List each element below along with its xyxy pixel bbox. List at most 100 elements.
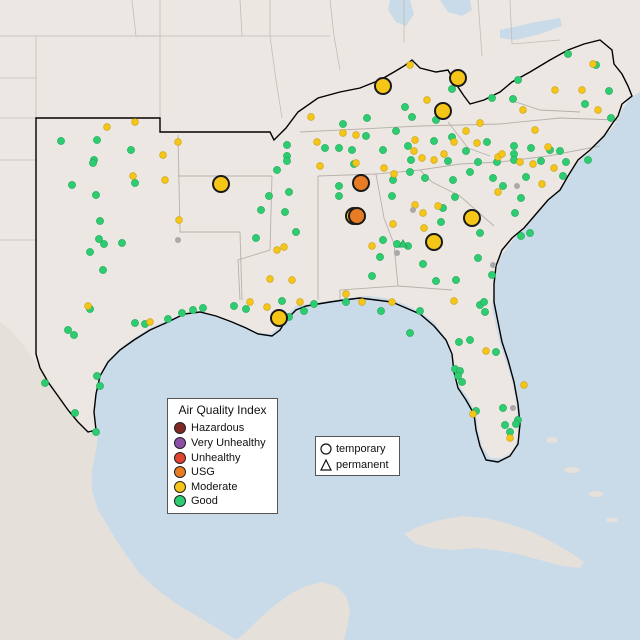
legend-label: permanent [336, 459, 389, 471]
good-site [99, 266, 107, 274]
good-site [71, 409, 79, 417]
legend-label: USG [191, 466, 215, 478]
good-site [407, 156, 415, 164]
legend-item-hazardous: Hazardous [174, 421, 244, 435]
good-site [509, 95, 517, 103]
moderate-site [146, 318, 154, 326]
good-site [257, 206, 265, 214]
good-site [93, 136, 101, 144]
moderate-site [410, 147, 418, 155]
moderate-site [419, 209, 427, 217]
good-site [321, 144, 329, 152]
legend-label: temporary [336, 443, 386, 455]
good-site [449, 176, 457, 184]
good-site [92, 428, 100, 436]
moderate-site [434, 202, 442, 210]
temporary-monitor-marker[interactable] [449, 69, 467, 87]
legend-item-good: Good [174, 494, 218, 508]
moderate-site [594, 106, 602, 114]
good-site [607, 114, 615, 122]
moderate-site [440, 150, 448, 158]
good-site [499, 404, 507, 412]
temporary-monitor-marker[interactable] [270, 309, 288, 327]
moderate-site [462, 127, 470, 135]
temporary-monitor-marker[interactable] [352, 174, 370, 192]
good-site [64, 326, 72, 334]
good-site [556, 147, 564, 155]
moderate-site [506, 434, 514, 442]
moderate-site [161, 176, 169, 184]
good-site [265, 192, 273, 200]
legend-label: Good [191, 495, 218, 507]
good-site [527, 144, 535, 152]
good-site [368, 272, 376, 280]
moderate-site [411, 136, 419, 144]
good-site [474, 254, 482, 262]
good-site [462, 147, 470, 155]
large-monitor-markers[interactable] [212, 69, 481, 327]
moderate-site [589, 60, 597, 68]
good-site [437, 218, 445, 226]
legend-label: Unhealthy [191, 452, 241, 464]
good-site [57, 137, 65, 145]
good-site [564, 50, 572, 58]
no-data-site [175, 237, 181, 243]
triangle-icon [320, 459, 332, 471]
good-site [483, 138, 491, 146]
good-site [285, 188, 293, 196]
temporary-monitor-marker[interactable] [348, 207, 366, 225]
moderate-site [516, 158, 524, 166]
no-data-site [514, 183, 520, 189]
good-site [273, 166, 281, 174]
good-site [489, 174, 497, 182]
good-site [584, 156, 592, 164]
good-site [454, 372, 462, 380]
good-site [537, 157, 545, 165]
good-swatch-icon [174, 495, 186, 507]
moderate-site [388, 298, 396, 306]
good-site [292, 228, 300, 236]
good-site [278, 297, 286, 305]
moderate-site [520, 381, 528, 389]
good-site [432, 277, 440, 285]
legend-item-moderate: Moderate [174, 480, 237, 494]
moderate-site [174, 138, 182, 146]
temporary-monitor-marker[interactable] [463, 209, 481, 227]
good-site [448, 85, 456, 93]
temporary-monitor-marker[interactable] [425, 233, 443, 251]
good-site [404, 142, 412, 150]
hazardous-swatch-icon [174, 422, 186, 434]
good-site [421, 174, 429, 182]
moderate-site [544, 143, 552, 151]
moderate-swatch-icon [174, 481, 186, 493]
good-site [522, 173, 530, 181]
good-site [93, 372, 101, 380]
good-site [581, 100, 589, 108]
legend-item-unhealthy: Unhealthy [174, 451, 241, 465]
moderate-site [266, 275, 274, 283]
good-site [178, 309, 186, 317]
good-site [199, 304, 207, 312]
good-site [118, 239, 126, 247]
good-site [230, 302, 238, 310]
good-site [444, 157, 452, 165]
temporary-monitor-marker[interactable] [212, 175, 230, 193]
temporary-monitor-marker[interactable] [374, 77, 392, 95]
good-site [455, 338, 463, 346]
moderate-site [263, 303, 271, 311]
temporary-monitor-marker[interactable] [434, 102, 452, 120]
good-site [96, 382, 104, 390]
good-site [392, 127, 400, 135]
good-site [363, 114, 371, 122]
moderate-site [159, 151, 167, 159]
moderate-site [246, 298, 254, 306]
good-site [517, 194, 525, 202]
good-site [416, 307, 424, 315]
moderate-site [273, 246, 281, 254]
permanent-monitor-marker[interactable] [398, 238, 408, 248]
good-site [388, 192, 396, 200]
good-site [511, 209, 519, 217]
good-site [300, 307, 308, 315]
good-site [458, 378, 466, 386]
